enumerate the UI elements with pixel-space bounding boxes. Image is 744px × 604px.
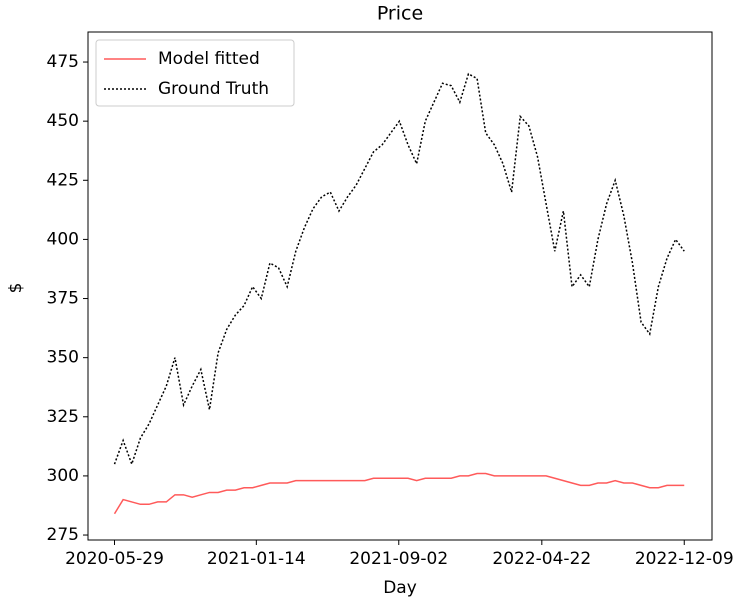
series-line bbox=[113, 72, 685, 467]
y-tick-label: 400 bbox=[47, 229, 79, 249]
x-tick-label: 2022-04-22 bbox=[492, 549, 591, 569]
y-tick-label: 275 bbox=[47, 525, 79, 545]
y-tick-label: 350 bbox=[47, 348, 79, 368]
chart-title: Price bbox=[377, 3, 423, 25]
y-tick-label: 375 bbox=[47, 289, 79, 309]
y-tick-label: 475 bbox=[47, 52, 79, 72]
y-tick-label: 450 bbox=[47, 111, 79, 131]
x-axis-label: Day bbox=[383, 578, 417, 598]
legend-label: Ground Truth bbox=[158, 79, 269, 99]
series-line bbox=[113, 472, 685, 515]
x-tick-label: 2022-12-09 bbox=[635, 549, 734, 569]
plot-frame bbox=[87, 31, 713, 541]
x-tick-label: 2020-05-29 bbox=[65, 549, 164, 569]
y-axis-label: $ bbox=[6, 283, 26, 294]
y-tick-label: 325 bbox=[47, 407, 79, 427]
y-tick-label: 425 bbox=[47, 170, 79, 190]
y-tick-label: 300 bbox=[47, 466, 79, 486]
x-tick-label: 2021-09-02 bbox=[349, 549, 448, 569]
legend-label: Model fitted bbox=[158, 49, 260, 69]
x-tick-label: 2021-01-14 bbox=[207, 549, 306, 569]
